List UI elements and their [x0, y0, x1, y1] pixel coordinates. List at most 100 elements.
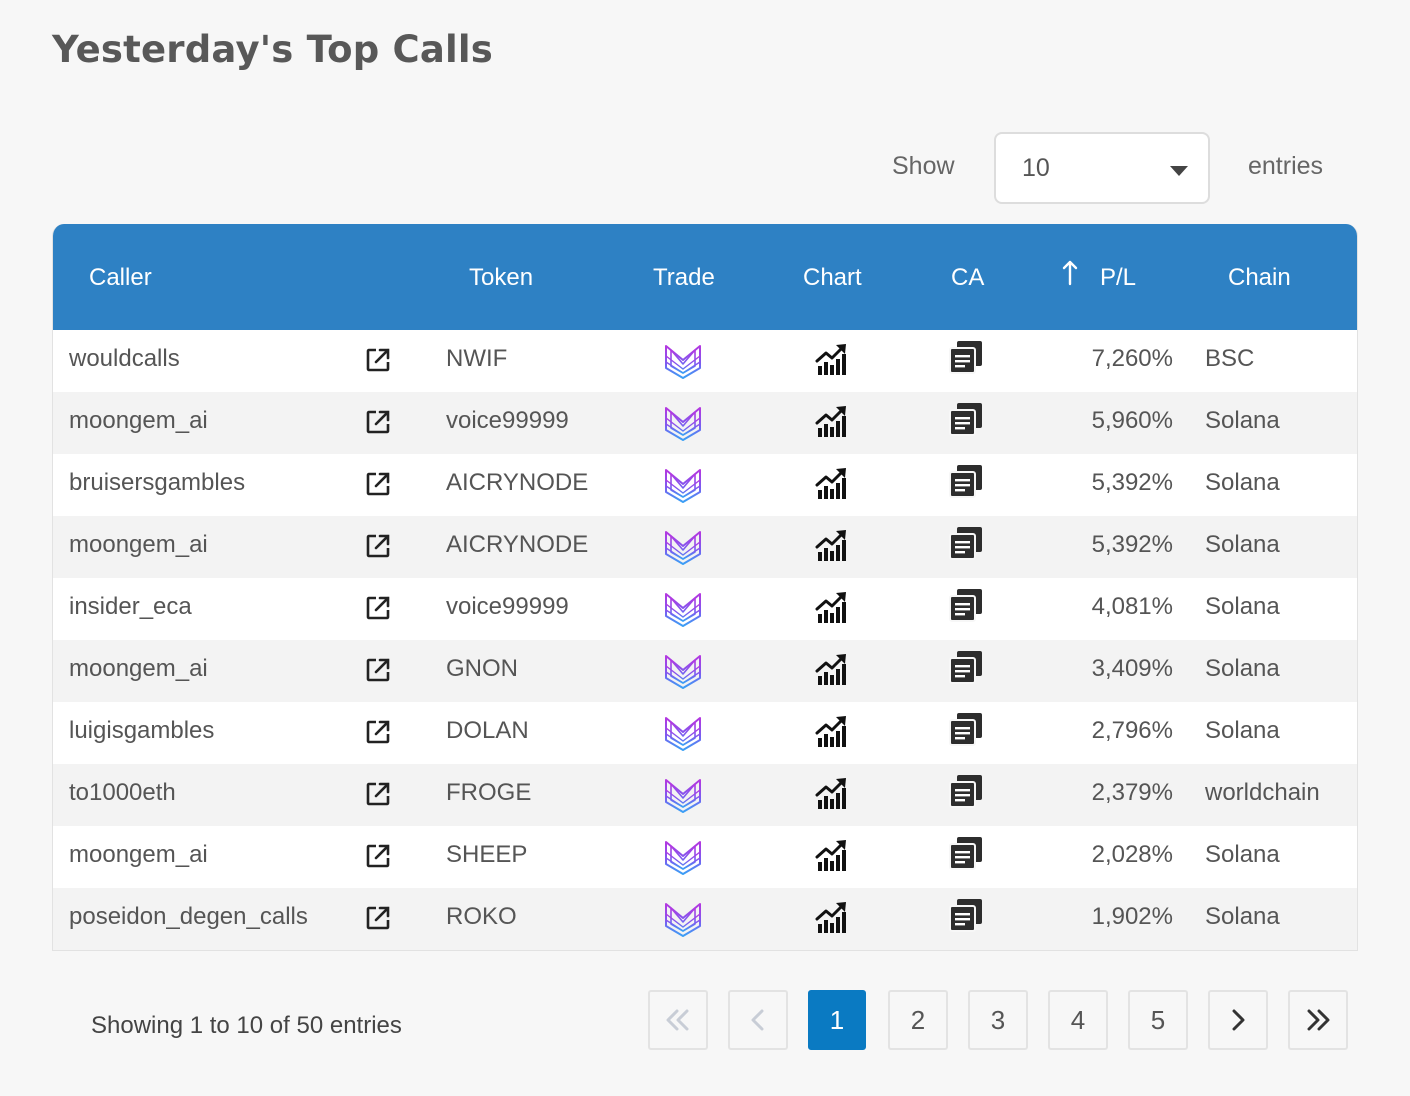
external-link-icon[interactable] — [365, 471, 391, 497]
chart-icon[interactable] — [815, 776, 849, 810]
external-link-icon[interactable] — [365, 843, 391, 869]
copy-icon[interactable] — [949, 774, 983, 808]
table-header: Caller Token Trade Chart CA P/L Chain — [53, 224, 1357, 330]
page-button-3[interactable]: 3 — [968, 990, 1028, 1050]
profit-loss-value: 5,392% — [1091, 469, 1173, 496]
chart-icon[interactable] — [815, 714, 849, 748]
caller-name: moongem_ai — [69, 531, 208, 558]
chain-name: Solana — [1205, 655, 1280, 682]
external-link-icon[interactable] — [365, 409, 391, 435]
header-caller[interactable]: Caller — [89, 264, 152, 291]
chart-icon[interactable] — [815, 404, 849, 438]
chevron-right-icon — [1232, 1009, 1245, 1031]
chart-icon[interactable] — [815, 652, 849, 686]
table-row: luigisgambles DOLAN — [53, 702, 1357, 764]
chain-name: Solana — [1205, 531, 1280, 558]
header-pl[interactable]: P/L — [1100, 264, 1137, 291]
table-row: moongem_ai SHEEP — [53, 826, 1357, 888]
last-page-button[interactable] — [1288, 990, 1348, 1050]
page-button-4[interactable]: 4 — [1048, 990, 1108, 1050]
chart-icon[interactable] — [815, 590, 849, 624]
trade-logo-icon[interactable] — [663, 652, 703, 690]
previous-page-button[interactable] — [728, 990, 788, 1050]
copy-icon[interactable] — [949, 588, 983, 622]
trade-logo-icon[interactable] — [663, 590, 703, 628]
page-title: Yesterday's Top Calls — [52, 28, 494, 71]
table-row: wouldcalls NWIF — [53, 330, 1357, 392]
trade-logo-icon[interactable] — [663, 404, 703, 442]
chart-icon[interactable] — [815, 466, 849, 500]
copy-icon[interactable] — [949, 402, 983, 436]
token-symbol: AICRYNODE — [446, 469, 589, 496]
copy-icon[interactable] — [949, 836, 983, 870]
next-page-button[interactable] — [1208, 990, 1268, 1050]
page-button-1[interactable]: 1 — [808, 990, 866, 1050]
trade-logo-icon[interactable] — [663, 466, 703, 504]
chain-name: Solana — [1205, 717, 1280, 744]
header-token[interactable]: Token — [469, 264, 534, 291]
chain-name: Solana — [1205, 469, 1280, 496]
external-link-icon[interactable] — [365, 347, 391, 373]
external-link-icon[interactable] — [365, 657, 391, 683]
profit-loss-value: 1,902% — [1091, 903, 1173, 930]
double-chevron-left-icon — [666, 1009, 689, 1031]
caret-down-icon — [1170, 166, 1188, 176]
trade-logo-icon[interactable] — [663, 838, 703, 876]
chart-icon[interactable] — [815, 838, 849, 872]
external-link-icon[interactable] — [365, 595, 391, 621]
external-link-icon[interactable] — [365, 533, 391, 559]
header-trade[interactable]: Trade — [653, 264, 715, 291]
table-row: moongem_ai AICRYNODE — [53, 516, 1357, 578]
token-symbol: ROKO — [446, 903, 517, 930]
arrow-up-icon[interactable] — [1061, 260, 1079, 286]
table-row: moongem_ai GNON — [53, 640, 1357, 702]
chain-name: Solana — [1205, 593, 1280, 620]
trade-logo-icon[interactable] — [663, 900, 703, 938]
page-button-2[interactable]: 2 — [888, 990, 948, 1050]
caller-name: moongem_ai — [69, 407, 208, 434]
caller-name: bruisersgambles — [69, 469, 246, 496]
profit-loss-value: 2,379% — [1091, 779, 1173, 806]
trade-logo-icon[interactable] — [663, 714, 703, 752]
trade-logo-icon[interactable] — [663, 776, 703, 814]
table-body: wouldcalls NWIF — [53, 330, 1357, 950]
copy-icon[interactable] — [949, 898, 983, 932]
table-row: poseidon_degen_calls ROKO — [53, 888, 1357, 950]
caller-name: moongem_ai — [69, 841, 208, 868]
copy-icon[interactable] — [949, 526, 983, 560]
token-symbol: voice99999 — [446, 593, 569, 620]
chain-name: Solana — [1205, 903, 1280, 930]
header-chart[interactable]: Chart — [803, 264, 862, 291]
token-symbol: DOLAN — [446, 717, 529, 744]
trade-logo-icon[interactable] — [663, 528, 703, 566]
chart-icon[interactable] — [815, 528, 849, 562]
chart-icon[interactable] — [815, 900, 849, 934]
copy-icon[interactable] — [949, 340, 983, 374]
first-page-button[interactable] — [648, 990, 708, 1050]
external-link-icon[interactable] — [365, 719, 391, 745]
header-chain[interactable]: Chain — [1228, 264, 1291, 291]
chain-name: Solana — [1205, 841, 1280, 868]
copy-icon[interactable] — [949, 712, 983, 746]
chevron-left-icon — [751, 1009, 764, 1031]
copy-icon[interactable] — [949, 650, 983, 684]
profit-loss-value: 5,392% — [1091, 531, 1173, 558]
header-ca[interactable]: CA — [951, 264, 985, 291]
profit-loss-value: 5,960% — [1091, 407, 1173, 434]
table-row: moongem_ai voice99999 — [53, 392, 1357, 454]
entries-label: entries — [1248, 152, 1324, 180]
external-link-icon[interactable] — [365, 781, 391, 807]
entries-select-value: 10 — [1022, 154, 1050, 182]
caller-name: wouldcalls — [69, 345, 180, 372]
trade-logo-icon[interactable] — [663, 342, 703, 380]
profit-loss-value: 2,028% — [1091, 841, 1173, 868]
copy-icon[interactable] — [949, 464, 983, 498]
chain-name: BSC — [1205, 345, 1255, 372]
page-button-5[interactable]: 5 — [1128, 990, 1188, 1050]
entries-per-page-select[interactable]: 10 — [994, 132, 1210, 204]
profit-loss-value: 7,260% — [1091, 345, 1173, 372]
external-link-icon[interactable] — [365, 905, 391, 931]
table-row: bruisersgambles AICRYNODE — [53, 454, 1357, 516]
chart-icon[interactable] — [815, 342, 849, 376]
token-symbol: voice99999 — [446, 407, 569, 434]
